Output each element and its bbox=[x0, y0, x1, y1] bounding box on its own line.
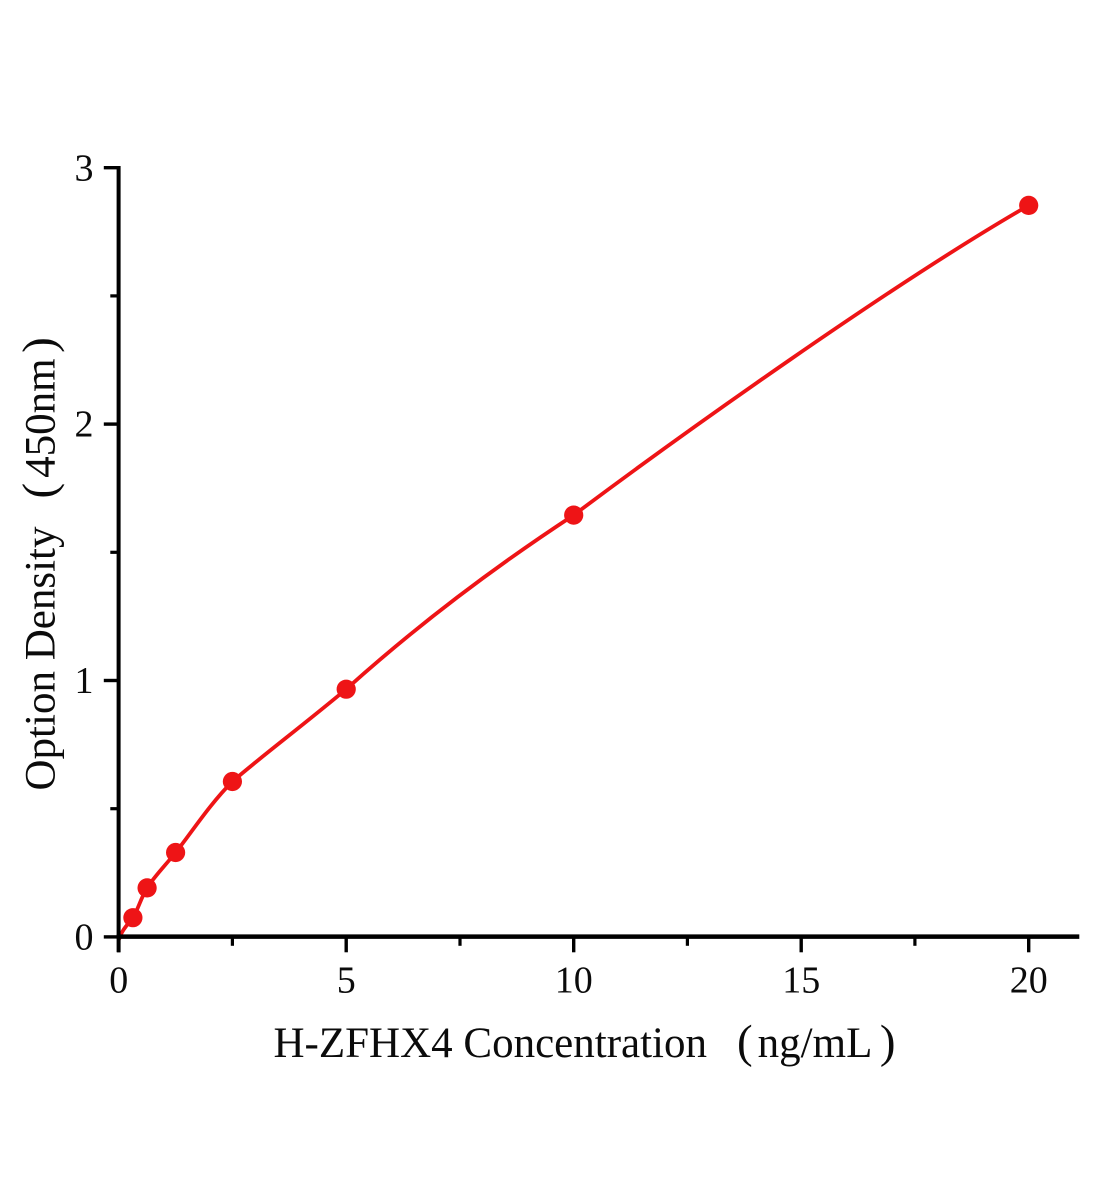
svg-text:1: 1 bbox=[75, 660, 94, 702]
svg-text:Option Density(450nm): Option Density(450nm) bbox=[13, 337, 65, 790]
svg-text:0: 0 bbox=[109, 960, 128, 1002]
svg-text:2: 2 bbox=[75, 404, 94, 446]
svg-text:0: 0 bbox=[75, 917, 94, 959]
svg-text:10: 10 bbox=[555, 960, 593, 1002]
svg-text:15: 15 bbox=[782, 960, 820, 1002]
svg-text:20: 20 bbox=[1010, 960, 1048, 1002]
svg-text:3: 3 bbox=[75, 147, 94, 189]
svg-text:5: 5 bbox=[337, 960, 356, 1002]
svg-text:H-ZFHX4 Concentration(ng/mL): H-ZFHX4 Concentration(ng/mL) bbox=[274, 1016, 896, 1068]
